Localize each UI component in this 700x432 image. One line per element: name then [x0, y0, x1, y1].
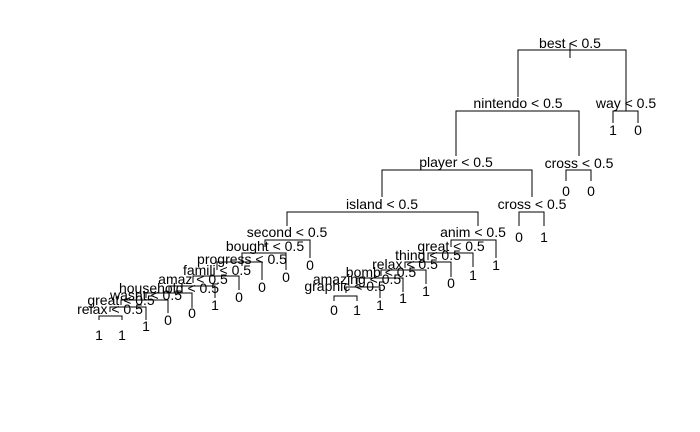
tree-edges [98, 43, 639, 320]
split-great1: great < 0.5 [87, 292, 155, 308]
split-great2: great < 0.5 [417, 238, 485, 254]
edge-graphic [333, 295, 358, 301]
leaf-great1-right: 1 [142, 318, 150, 334]
split-bought: bought < 0.5 [226, 238, 304, 254]
edge-amaz [168, 285, 216, 298]
edge-bomb [356, 277, 404, 292]
split-famili: famili < 0.5 [183, 262, 251, 278]
split-way: way < 0.5 [595, 95, 657, 111]
edge-great2 [427, 252, 474, 267]
leaf-graphic-left: 0 [330, 302, 338, 318]
split-progress: progress < 0.5 [197, 251, 287, 267]
edge-amazing [345, 286, 381, 298]
leaf-famili-right: 0 [235, 289, 243, 305]
split-anim: anim < 0.5 [440, 224, 506, 240]
leaf-cross1-right: 0 [587, 183, 595, 199]
split-cross1: cross < 0.5 [545, 155, 614, 171]
edge-cross1 [565, 169, 592, 181]
split-relax1: relax < 0.5 [77, 301, 143, 317]
leaf-amaz-right: 1 [211, 297, 219, 313]
edge-household [145, 292, 193, 308]
leaf-cross2-right: 1 [540, 229, 548, 245]
edge-best [517, 43, 627, 111]
edge-thing [404, 261, 452, 277]
leaf-household-right: 0 [188, 305, 196, 321]
leaf-wasnt-right: 0 [164, 312, 172, 328]
leaf-great2-right: 1 [469, 267, 477, 283]
split-relax2: relax < 0.5 [372, 256, 438, 272]
leaf-bought-right: 0 [282, 269, 290, 285]
leaf-thing-right: 0 [447, 275, 455, 291]
split-graphic: graphic < 0.5 [304, 278, 386, 294]
split-labels: best < 0.5 nintendo < 0.5 way < 0.5 play… [77, 35, 656, 317]
leaf-cross1-left: 0 [562, 183, 570, 199]
edge-wasnt [120, 299, 169, 313]
edge-great1 [109, 306, 147, 320]
split-nintendo: nintendo < 0.5 [473, 95, 562, 111]
edge-cross2 [518, 211, 545, 226]
leaf-labels: 1 0 0 0 0 1 0 0 0 0 1 0 0 1 1 1 1 1 0 1 … [95, 122, 642, 343]
edge-way [612, 110, 639, 123]
split-best: best < 0.5 [539, 35, 601, 51]
leaf-way-left: 1 [609, 122, 617, 138]
split-cross2: cross < 0.5 [498, 196, 567, 212]
leaf-bomb-right: 1 [399, 290, 407, 306]
leaf-relax1-right: 1 [118, 327, 126, 343]
split-wasnt: wasnt < 0.5 [109, 287, 182, 303]
edge-island [286, 211, 479, 226]
split-amazing: amazing < 0.5 [313, 271, 402, 287]
edge-bought [241, 252, 287, 270]
split-bomb: bomb < 0.5 [346, 264, 417, 280]
edge-anim [450, 239, 497, 258]
split-household: household < 0.5 [119, 280, 219, 296]
split-player: player < 0.5 [419, 154, 493, 170]
edge-relax1 [98, 315, 123, 320]
edge-famili [192, 275, 240, 290]
leaf-way-right: 0 [634, 122, 642, 138]
leaf-amazing-right: 1 [376, 297, 384, 313]
edge-nintendo [455, 110, 580, 156]
edge-progress [216, 261, 263, 280]
leaf-graphic-right: 1 [353, 302, 361, 318]
split-island: island < 0.5 [346, 196, 418, 212]
edge-player [381, 169, 533, 197]
split-second: second < 0.5 [247, 224, 328, 240]
leaf-anim-right: 1 [492, 257, 500, 273]
edge-relax2 [380, 269, 427, 284]
leaf-progress-right: 0 [258, 279, 266, 295]
leaf-cross2-left: 0 [515, 229, 523, 245]
edge-second [264, 239, 311, 258]
leaf-relax1-left: 1 [95, 327, 103, 343]
split-thing: thing < 0.5 [395, 247, 461, 263]
leaf-relax2-right: 1 [422, 283, 430, 299]
split-amaz: amaz < 0.5 [158, 271, 228, 287]
leaf-second-right: 0 [306, 257, 314, 273]
